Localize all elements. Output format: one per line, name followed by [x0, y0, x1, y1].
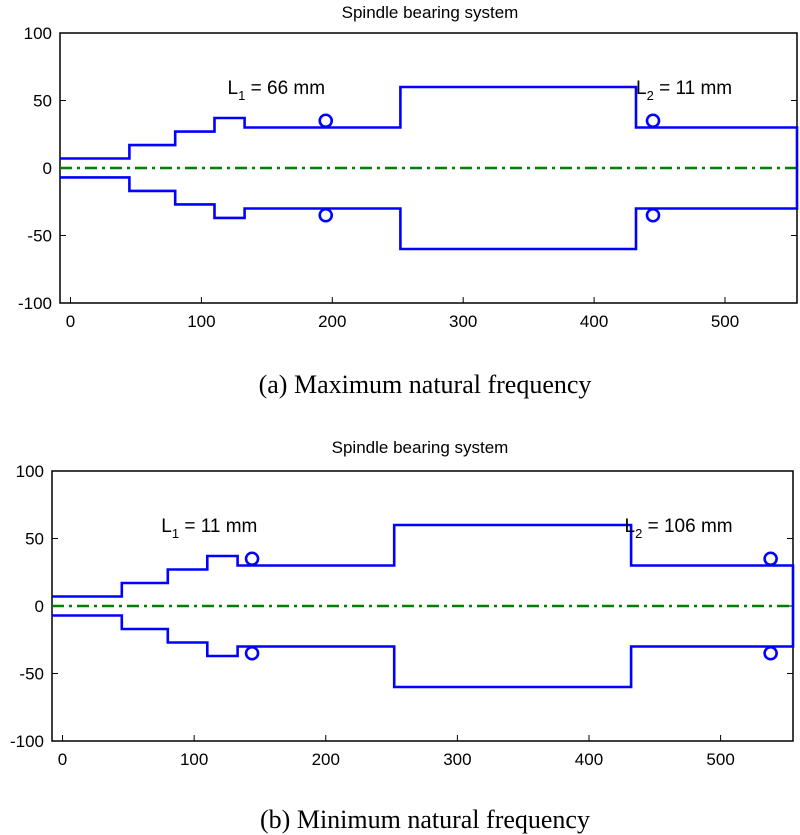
y-tick-label: 100: [24, 24, 52, 43]
chart-title-b: Spindle bearing system: [332, 438, 509, 457]
annotation-l2-b: L2 = 106 mm: [625, 516, 733, 541]
annotation-l2-a: L2 = 11 mm: [636, 78, 732, 103]
bearing-2-upper: [645, 113, 661, 129]
x-tick-label: 400: [580, 312, 608, 331]
y-tick-label: -100: [10, 732, 44, 751]
y-tick-label: 100: [16, 462, 44, 481]
panel-a: Spindle bearing system 0 100 200 300 400 500-…: [18, 3, 799, 399]
bearing-1-lower: [318, 207, 334, 223]
x-tick-label: 0: [58, 750, 67, 769]
y-tick-label: 50: [33, 92, 52, 111]
bearing-2-lower: [645, 207, 661, 223]
shaft-lower-b: [52, 606, 795, 689]
bearing-2-lower: [763, 645, 778, 661]
x-tick-label: 200: [312, 750, 340, 769]
x-tick-label: 0: [66, 312, 75, 331]
x-tick-label: 200: [318, 312, 346, 331]
y-tick-label: -50: [27, 227, 52, 246]
bearings-a: [318, 113, 661, 223]
chart-title-a: Spindle bearing system: [342, 3, 519, 22]
x-tick-label: 100: [180, 750, 208, 769]
y-tick-label: -50: [19, 665, 44, 684]
bearing-2-upper: [763, 551, 778, 567]
x-tick-label: 500: [706, 750, 734, 769]
y-tick-label: 0: [43, 159, 52, 178]
x-tick-label: 500: [711, 312, 739, 331]
x-tick-label: 100: [187, 312, 215, 331]
caption-a: (a) Maximum natural frequency: [259, 370, 592, 399]
bearing-1-upper: [318, 113, 334, 129]
annotation-l1-a: L1 = 66 mm: [228, 78, 326, 103]
x-tick-label: 300: [449, 312, 477, 331]
panel-b: Spindle bearing system 0 100 200 300 400 500-…: [10, 438, 795, 834]
bearing-1-lower: [244, 645, 260, 661]
x-tick-label: 300: [443, 750, 471, 769]
y-tick-label: 0: [35, 597, 44, 616]
annotation-l1-b: L1 = 11 mm: [161, 516, 257, 541]
bearing-1-upper: [244, 551, 260, 567]
ticks-b: 0 100 200 300 400 500 -100 -50 0 50 100: [10, 462, 793, 769]
y-tick-label: 50: [25, 530, 44, 549]
shaft-upper-a: [60, 85, 799, 168]
ticks-a: 0 100 200 300 400 500 -100 -50 0 50 100: [18, 24, 797, 331]
y-tick-label: -100: [18, 294, 52, 313]
caption-b: (b) Minimum natural frequency: [260, 805, 590, 834]
shaft-upper-b: [52, 523, 795, 606]
bearings-b: [244, 551, 778, 661]
x-tick-label: 400: [575, 750, 603, 769]
shaft-lower-a: [60, 168, 799, 251]
